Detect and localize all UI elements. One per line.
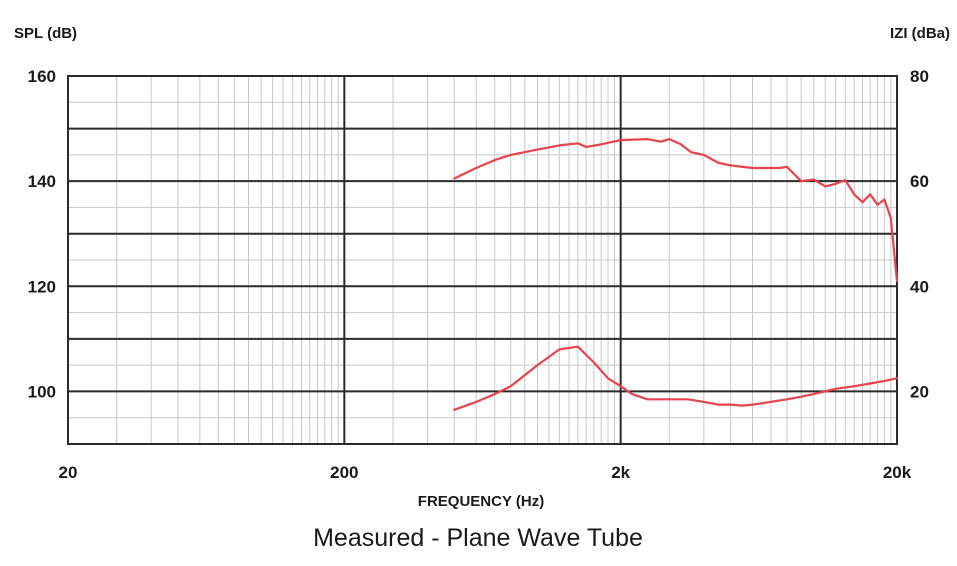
x-tick-label: 2k — [611, 463, 630, 482]
y-tick-label-right: 60 — [910, 172, 929, 191]
y-axis-label-right: IZI (dBa) — [890, 25, 950, 42]
y-tick-label-right: 80 — [910, 67, 929, 86]
y-tick-label-right: 40 — [910, 277, 929, 296]
y-tick-label-left: 160 — [28, 67, 56, 86]
spl-curve — [453, 138, 899, 283]
plot-frame — [67, 75, 898, 445]
y-tick-label-left: 120 — [28, 277, 56, 296]
y-tick-label-right: 20 — [910, 382, 929, 401]
tick-labels: 20 200 2k 20k 100 120 140 160 20 40 60 80 — [28, 67, 929, 482]
x-tick-label: 20k — [883, 463, 912, 482]
x-axis-label: FREQUENCY (Hz) — [418, 493, 544, 510]
y-tick-label-left: 140 — [28, 172, 56, 191]
data-series — [453, 138, 899, 411]
y-axis-label-left: SPL (dB) — [14, 25, 77, 42]
chart-caption: Measured - Plane Wave Tube — [313, 524, 643, 552]
impedance-curve — [453, 345, 899, 411]
grid-lines — [67, 75, 898, 445]
x-tick-label: 20 — [59, 463, 78, 482]
x-tick-label: 200 — [330, 463, 358, 482]
y-tick-label-left: 100 — [28, 382, 56, 401]
